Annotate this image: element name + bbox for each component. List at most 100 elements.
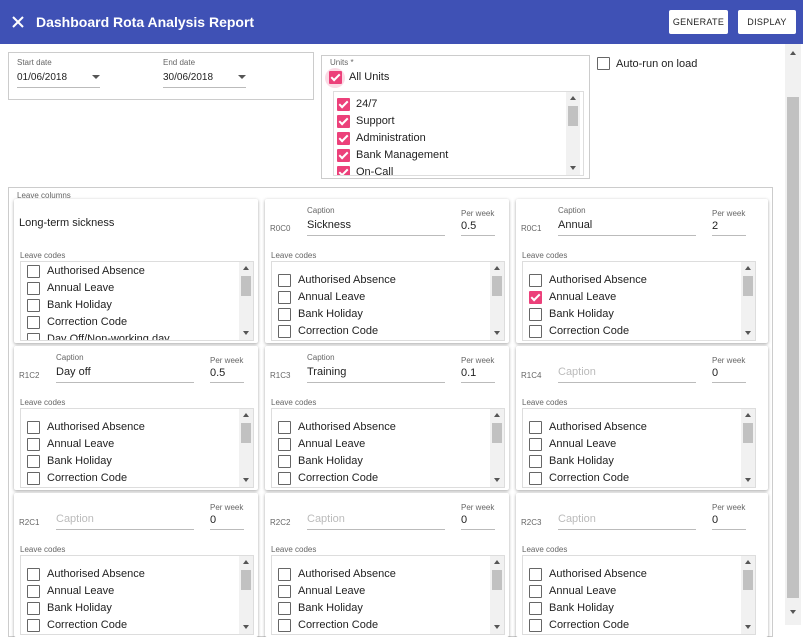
checkbox[interactable] xyxy=(529,619,542,632)
checkbox[interactable] xyxy=(337,132,350,145)
dropdown-arrow[interactable] xyxy=(92,75,100,79)
checkbox[interactable] xyxy=(529,291,542,304)
checkbox[interactable] xyxy=(278,472,291,485)
per-week[interactable]: 0 xyxy=(712,514,719,526)
leave-code-label[interactable]: Bank Holiday xyxy=(549,308,614,320)
leave-code-label[interactable]: Annual Leave xyxy=(298,438,366,450)
leave-code-label[interactable]: Day Off/Non-working day xyxy=(47,333,170,341)
scroll-down[interactable] xyxy=(745,478,751,482)
checkbox[interactable] xyxy=(27,333,40,340)
checkbox[interactable] xyxy=(597,57,610,70)
checkbox[interactable] xyxy=(27,316,40,329)
list-scrollbar[interactable] xyxy=(566,92,580,175)
leave-code-label[interactable]: Annual Leave xyxy=(47,438,115,450)
list-scrollbar[interactable] xyxy=(490,409,504,487)
scroll-thumb[interactable] xyxy=(241,570,251,590)
scroll-thumb[interactable] xyxy=(241,423,251,443)
checkbox[interactable] xyxy=(529,421,542,434)
checkbox[interactable] xyxy=(278,291,291,304)
list-scrollbar[interactable] xyxy=(239,409,253,487)
list-scrollbar[interactable] xyxy=(741,262,755,340)
caption[interactable]: Sickness xyxy=(307,219,352,231)
checkbox[interactable] xyxy=(529,472,542,485)
leave-code-label[interactable]: Correction Code xyxy=(47,316,128,328)
checkbox[interactable] xyxy=(278,308,291,321)
checkbox[interactable] xyxy=(278,438,291,451)
caption-placeholder[interactable]: Caption xyxy=(558,513,596,525)
scroll-up[interactable] xyxy=(745,266,751,270)
caption-placeholder[interactable]: Caption xyxy=(558,366,596,378)
leave-code-label[interactable]: Authorised Absence xyxy=(47,421,145,433)
unit-label[interactable]: On-Call xyxy=(356,166,394,176)
scroll-up[interactable] xyxy=(243,560,249,564)
checkbox[interactable] xyxy=(27,438,40,451)
leave-code-label[interactable]: Correction Code xyxy=(549,472,630,484)
leave-code-label[interactable]: Authorised Absence xyxy=(47,568,145,580)
checkbox[interactable] xyxy=(27,265,40,278)
per-week[interactable]: 0.5 xyxy=(461,220,477,232)
scroll-thumb[interactable] xyxy=(743,276,753,296)
leave-code-label[interactable]: Authorised Absence xyxy=(298,274,396,286)
leave-code-label[interactable]: Authorised Absence xyxy=(549,421,647,433)
leave-code-label[interactable]: Annual Leave xyxy=(47,585,115,597)
leave-code-label[interactable]: Annual Leave xyxy=(298,585,366,597)
auto-run-label[interactable]: Auto-run on load xyxy=(616,58,698,70)
display-button[interactable]: DISPLAY xyxy=(738,10,796,34)
scroll-thumb[interactable] xyxy=(787,97,799,598)
scroll-up[interactable] xyxy=(745,413,751,417)
scroll-down[interactable] xyxy=(494,478,500,482)
leave-code-label[interactable]: Annual Leave xyxy=(298,291,366,303)
checkbox[interactable] xyxy=(329,71,342,84)
scroll-down[interactable] xyxy=(790,610,796,614)
scroll-thumb[interactable] xyxy=(743,423,753,443)
checkbox[interactable] xyxy=(27,585,40,598)
scroll-up[interactable] xyxy=(243,266,249,270)
scroll-thumb[interactable] xyxy=(743,570,753,590)
checkbox[interactable] xyxy=(27,282,40,295)
leave-code-label[interactable]: Authorised Absence xyxy=(549,274,647,286)
leave-code-label[interactable]: Correction Code xyxy=(298,472,379,484)
generate-button[interactable]: GENERATE xyxy=(669,10,728,34)
leave-code-label[interactable]: Bank Holiday xyxy=(549,455,614,467)
list-scrollbar[interactable] xyxy=(741,556,755,634)
caption[interactable]: Long-term sickness xyxy=(19,217,115,229)
caption-placeholder[interactable]: Caption xyxy=(56,513,94,525)
scroll-up[interactable] xyxy=(570,96,576,100)
list-scrollbar[interactable] xyxy=(490,556,504,634)
per-week[interactable]: 0 xyxy=(461,514,468,526)
caption-placeholder[interactable]: Caption xyxy=(307,513,345,525)
checkbox[interactable] xyxy=(529,308,542,321)
scroll-down[interactable] xyxy=(243,331,249,335)
checkbox[interactable] xyxy=(529,274,542,287)
leave-code-label[interactable]: Correction Code xyxy=(298,325,379,337)
scroll-thumb[interactable] xyxy=(492,276,502,296)
checkbox[interactable] xyxy=(278,325,291,338)
leave-code-label[interactable]: Correction Code xyxy=(47,619,128,631)
scroll-up[interactable] xyxy=(243,413,249,417)
scroll-down[interactable] xyxy=(494,625,500,629)
leave-code-label[interactable]: Authorised Absence xyxy=(298,568,396,580)
leave-code-label[interactable]: Annual Leave xyxy=(549,438,617,450)
checkbox[interactable] xyxy=(27,455,40,468)
leave-code-label[interactable]: Authorised Absence xyxy=(47,265,145,277)
per-week[interactable]: 0.1 xyxy=(461,367,477,379)
checkbox[interactable] xyxy=(27,568,40,581)
per-week[interactable]: 0 xyxy=(210,514,217,526)
checkbox[interactable] xyxy=(529,325,542,338)
leave-code-label[interactable]: Correction Code xyxy=(298,619,379,631)
caption[interactable]: Annual xyxy=(558,219,593,231)
leave-code-label[interactable]: Bank Holiday xyxy=(47,602,112,614)
leave-code-label[interactable]: Bank Holiday xyxy=(298,308,363,320)
all-units-label[interactable]: All Units xyxy=(349,71,390,83)
checkbox[interactable] xyxy=(27,472,40,485)
scroll-up[interactable] xyxy=(494,266,500,270)
caption[interactable]: Training xyxy=(307,366,347,378)
scroll-up[interactable] xyxy=(790,51,796,55)
scroll-down[interactable] xyxy=(243,478,249,482)
leave-code-label[interactable]: Authorised Absence xyxy=(549,568,647,580)
checkbox[interactable] xyxy=(529,585,542,598)
list-scrollbar[interactable] xyxy=(239,556,253,634)
list-scrollbar[interactable] xyxy=(741,409,755,487)
scroll-up[interactable] xyxy=(494,413,500,417)
checkbox[interactable] xyxy=(337,115,350,128)
